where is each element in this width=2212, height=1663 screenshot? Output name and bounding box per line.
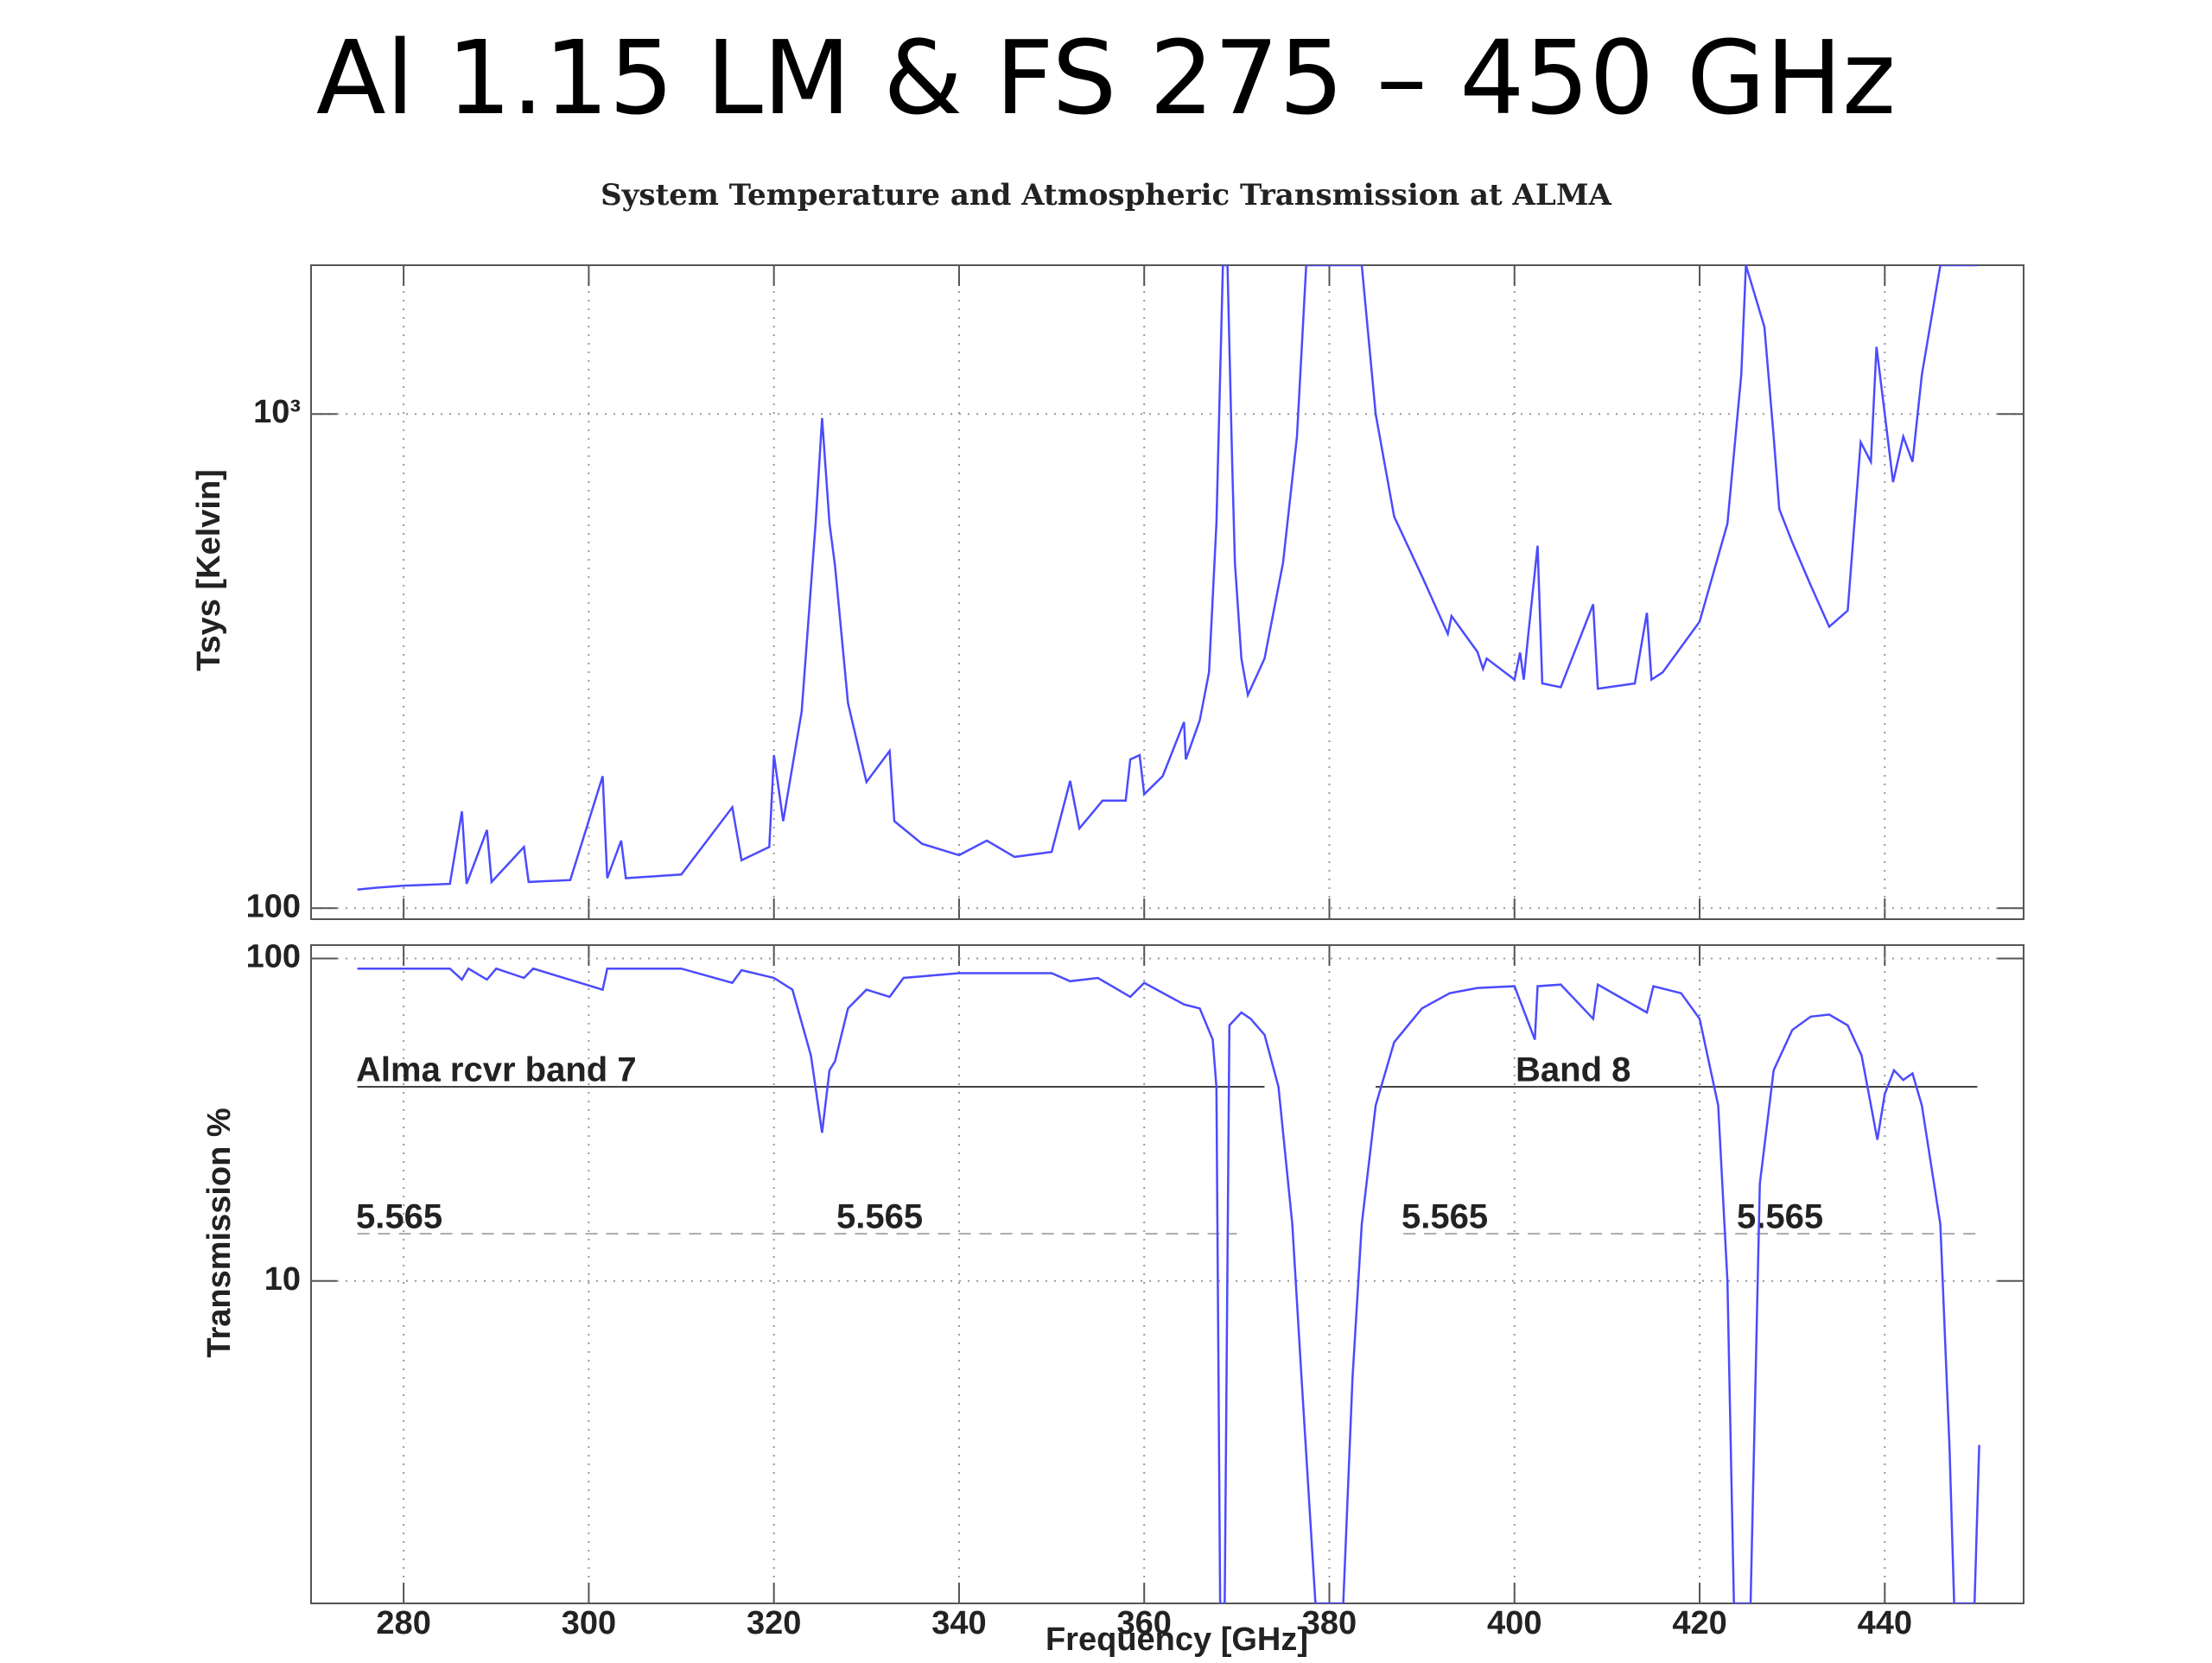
x-tick-label: 440 xyxy=(1858,1605,1912,1641)
x-tick-label: 360 xyxy=(1117,1605,1172,1641)
y-tick-label: 10³ xyxy=(253,394,301,430)
annotation: 5.565 xyxy=(836,1198,923,1236)
y-tick-label: 10 xyxy=(264,1261,301,1298)
annotation: Alma rcvr band 7 xyxy=(356,1051,637,1089)
x-tick-label: 380 xyxy=(1302,1605,1357,1641)
y-tick-label: 100 xyxy=(246,888,301,924)
annotation: 5.565 xyxy=(356,1198,442,1236)
x-axis-label: Frequency [GHz] xyxy=(1046,1622,1308,1658)
plot-frame xyxy=(310,264,2024,920)
annotation: 5.565 xyxy=(1737,1198,1823,1236)
annotation: Band 8 xyxy=(1516,1051,1630,1089)
x-tick-label: 340 xyxy=(931,1605,986,1641)
x-tick-label: 420 xyxy=(1672,1605,1726,1641)
annotation: 5.565 xyxy=(1402,1198,1488,1236)
data-line xyxy=(357,265,1978,892)
plot-frame xyxy=(310,944,2024,1604)
y-axis-label: Transmission % xyxy=(201,1108,238,1357)
chart-title: System Temperature and Atmospheric Trans… xyxy=(601,178,1611,213)
y-axis-label: Tsys [Kelvin] xyxy=(191,469,227,671)
x-tick-label: 320 xyxy=(747,1605,801,1641)
x-tick-label: 280 xyxy=(376,1605,430,1641)
slide-title: Al 1.15 LM & FS 275 – 450 GHz xyxy=(316,18,1896,137)
x-tick-label: 300 xyxy=(562,1605,616,1641)
data-line xyxy=(357,967,1980,1603)
y-tick-label: 100 xyxy=(246,938,301,974)
x-tick-label: 400 xyxy=(1487,1605,1541,1641)
